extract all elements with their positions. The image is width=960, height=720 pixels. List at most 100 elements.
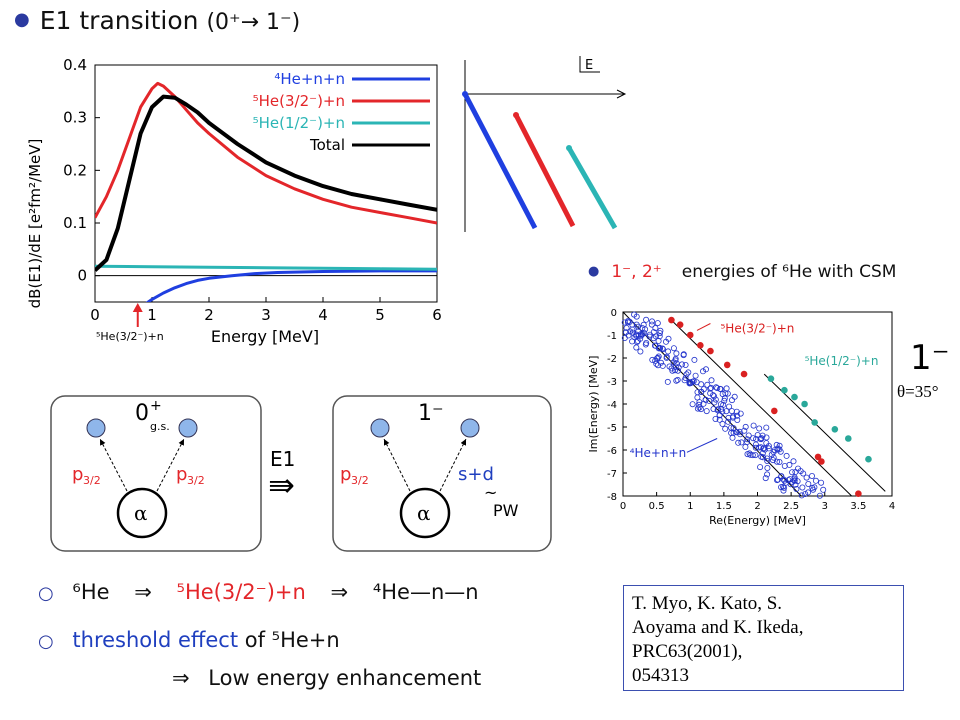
continuum-point	[627, 328, 634, 335]
continuum-point	[691, 356, 698, 363]
bullet-icon: ●	[588, 264, 600, 279]
continuum-point	[735, 439, 742, 446]
continuum-point	[773, 441, 780, 448]
implies-icon: ⇒	[172, 666, 190, 690]
p-sub: 3/2	[351, 474, 369, 487]
x-tick-label: 3	[261, 306, 271, 324]
y-tick-label: 0	[611, 308, 617, 319]
continuum-point	[770, 454, 777, 461]
continuum-point	[711, 393, 718, 400]
he5-32-annot: ⁵He(3/2⁻)+n	[721, 322, 795, 336]
continuum-point	[672, 357, 679, 364]
continuum-point	[703, 408, 710, 415]
continuum-point	[800, 470, 807, 477]
continuum-point	[621, 335, 628, 342]
continuum-point	[649, 318, 656, 325]
continuum-point	[673, 350, 680, 357]
excited-state-label: 1⁻	[418, 401, 444, 426]
continuum-point	[656, 330, 663, 337]
continuum-point	[728, 408, 735, 415]
resonance-point-1	[781, 386, 788, 394]
citation-line: 054313	[632, 665, 689, 686]
csm-states: 1⁻, 2⁺	[611, 262, 662, 282]
x-tick-label: 2.5	[783, 501, 799, 512]
he5-32-label: ⁵He(3/2⁻)+n	[176, 580, 306, 604]
y-tick-label: -5	[607, 423, 617, 434]
axis-arrowhead	[616, 89, 627, 99]
y-tick-label: 0.1	[63, 214, 87, 232]
continuum-point	[723, 385, 730, 392]
theta-label: θ=35°	[897, 382, 939, 401]
continuum-point	[657, 327, 664, 334]
citation-line: PRC63(2001),	[632, 641, 743, 662]
continuum-point	[733, 429, 740, 436]
alpha-core-icon	[399, 487, 451, 539]
continuum-point	[758, 453, 765, 460]
continuum-point	[790, 458, 797, 465]
continuum-point	[706, 397, 713, 404]
continuum-point	[774, 476, 781, 483]
continuum-point	[744, 451, 751, 458]
continuum-point	[657, 345, 664, 352]
csm-scatter-chart: 0 0.5 1 1.5 2 2.5 3 3.5 4 0 -1 -2 -3 -4 -5 -6 -7 -8 Re(Ene…	[587, 308, 895, 527]
energy-schematic-chart: E	[462, 56, 627, 232]
ground-state-sup: +	[150, 398, 162, 414]
continuum-point	[776, 458, 783, 465]
x-tick-label: 2	[204, 306, 214, 324]
continuum-point	[703, 366, 710, 373]
continuum-point	[664, 378, 671, 385]
continuum-point	[707, 385, 714, 392]
schematic-point	[566, 145, 572, 151]
csm-heading-text: energies of ⁶He with CSM	[681, 262, 897, 282]
continuum-point	[682, 375, 689, 382]
continuum-point	[685, 369, 692, 376]
resonance-point-0	[676, 321, 684, 328]
alpha-core-icon	[116, 487, 168, 539]
e-axis-marker	[579, 56, 600, 73]
continuum-point	[764, 455, 771, 462]
p-label: p	[72, 464, 83, 485]
continuum-point	[802, 490, 809, 497]
y-tick-label: -6	[607, 446, 617, 457]
resonance-point-0	[668, 316, 675, 324]
e-axis-label: E	[585, 58, 593, 73]
continuum-point	[781, 484, 788, 491]
continuum-point	[762, 475, 769, 482]
continuum-point	[643, 316, 650, 323]
continuum-point	[774, 446, 781, 453]
series-line-2	[95, 264, 437, 271]
threshold-label: ⁵He(3/2⁻)+n	[96, 330, 164, 343]
continuum-point	[805, 480, 812, 487]
he4nn-label: ⁴He—n—n	[372, 580, 479, 604]
continuum-point	[714, 406, 721, 413]
x-tick-label: 1	[687, 501, 693, 512]
state-1minus-label: 1⁻	[910, 338, 950, 378]
continuum-point	[780, 483, 787, 490]
continuum-point	[635, 323, 642, 330]
neutron-icon	[86, 418, 106, 438]
continuum-point	[698, 406, 705, 413]
continuum-point	[756, 425, 763, 432]
continuum-point	[730, 425, 737, 432]
continuum-point	[638, 331, 645, 338]
he6-label: ⁶He	[72, 580, 110, 604]
continuum-point	[799, 484, 806, 491]
continuum-point	[729, 434, 736, 441]
title-text: E1 transition	[39, 6, 199, 35]
resonance-point-1	[831, 426, 839, 433]
continuum-point	[674, 376, 681, 383]
x-axis-label: Energy [MeV]	[211, 327, 319, 346]
alpha-label: α	[417, 501, 431, 525]
schematic-point	[462, 91, 468, 97]
continuum-point	[747, 451, 754, 458]
continuum-point	[805, 489, 812, 496]
continuum-point	[693, 379, 700, 386]
p-sub: 3/2	[187, 474, 205, 487]
continuum-point	[704, 381, 711, 388]
legend-label: ⁵He(1/2⁻)+n	[253, 114, 345, 132]
continuum-point	[650, 335, 657, 342]
continuum-point	[789, 469, 796, 476]
citation-box: T. Myo, K. Kato, S. Aoyama and K. Ikeda,…	[623, 585, 904, 691]
x-tick-label: 0.5	[649, 501, 665, 512]
continuum-point	[752, 444, 759, 451]
